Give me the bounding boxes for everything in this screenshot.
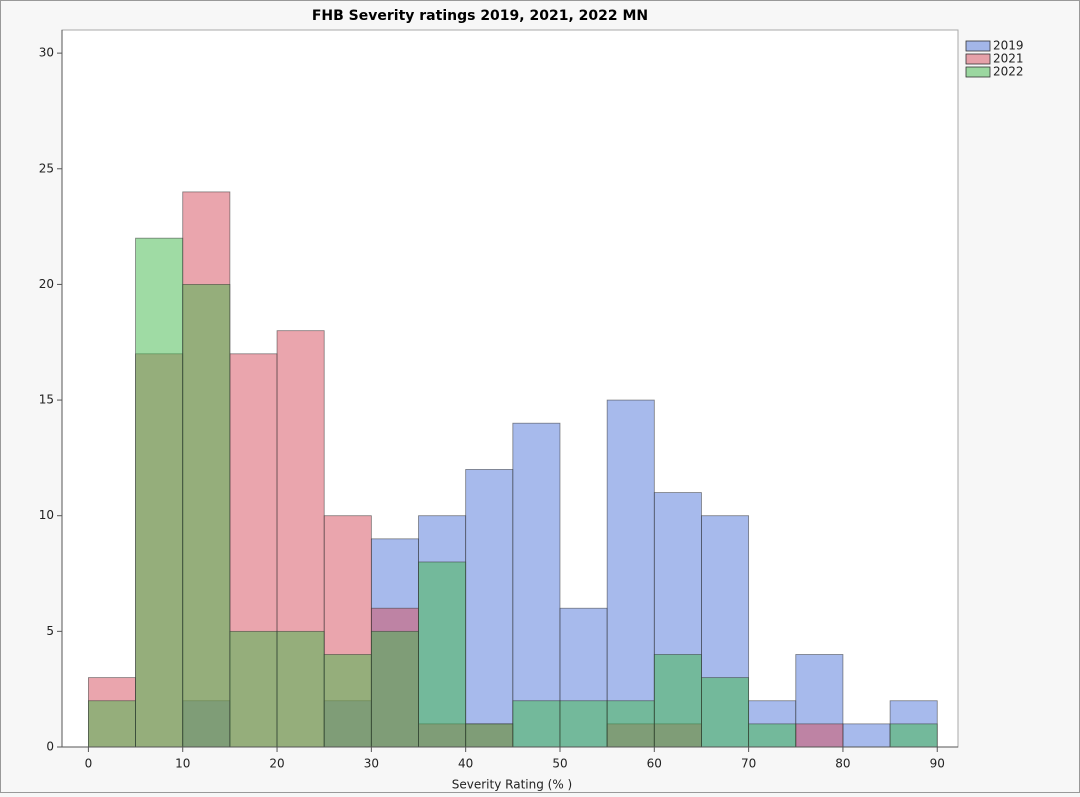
x-tick-label: 70 (741, 757, 756, 771)
bar (606, 700, 655, 748)
bar (88, 700, 136, 748)
y-tick-label: 5 (46, 624, 54, 638)
bar (653, 654, 702, 748)
legend-label: 2021 (993, 52, 1024, 66)
bar (465, 723, 514, 748)
x-tick-label: 40 (458, 757, 473, 771)
bar (701, 677, 750, 748)
bar (323, 654, 372, 748)
x-tick-label: 20 (269, 757, 284, 771)
y-tick-label: 30 (39, 46, 54, 60)
x-tick-label: 0 (85, 757, 93, 771)
bar (465, 469, 514, 748)
y-tick-label: 10 (39, 508, 54, 522)
x-tick-label: 50 (552, 757, 567, 771)
legend-swatch (965, 40, 991, 52)
y-tick-label: 25 (39, 161, 54, 175)
bar (795, 723, 844, 748)
legend-swatch (965, 53, 991, 65)
bar (559, 700, 608, 748)
chart-title: FHB Severity ratings 2019, 2021, 2022 MN (312, 8, 648, 24)
bar (606, 399, 655, 748)
x-tick-label: 90 (930, 757, 945, 771)
bar (842, 723, 891, 748)
bar (748, 723, 797, 748)
x-tick-label: 10 (175, 757, 190, 771)
bar (229, 630, 278, 748)
x-tick-label: 60 (647, 757, 662, 771)
bar (418, 561, 467, 748)
bar (370, 630, 419, 748)
legend-label: 2022 (993, 65, 1024, 79)
x-axis-label: Severity Rating (% ) (452, 778, 572, 792)
bar (276, 630, 325, 748)
legend-swatch (965, 66, 991, 78)
x-tick-label: 30 (364, 757, 379, 771)
bar (182, 284, 231, 748)
legend-label: 2019 (993, 39, 1024, 53)
y-tick-label: 20 (39, 277, 54, 291)
bar (512, 700, 561, 748)
y-tick-label: 0 (46, 740, 54, 754)
x-tick-label: 80 (835, 757, 850, 771)
bar (135, 237, 184, 748)
bar (889, 723, 938, 748)
bar (512, 422, 561, 748)
y-tick-label: 15 (39, 393, 54, 407)
